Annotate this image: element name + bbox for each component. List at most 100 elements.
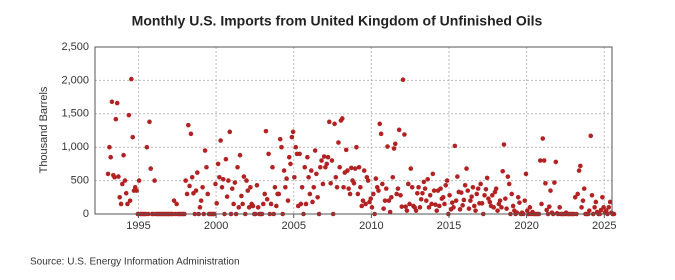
data-point — [171, 198, 177, 203]
data-point — [346, 186, 351, 191]
data-point — [499, 205, 504, 210]
data-point — [347, 191, 353, 197]
data-point — [400, 77, 406, 83]
data-point — [579, 205, 584, 210]
data-point — [505, 174, 511, 179]
data-point — [358, 184, 363, 190]
data-point — [575, 191, 580, 197]
data-point — [312, 148, 318, 153]
data-point — [122, 178, 128, 183]
data-point — [306, 174, 311, 180]
data-point — [402, 132, 407, 137]
data-point — [281, 168, 287, 173]
data-point — [215, 161, 221, 167]
y-tick-label: 2,500 — [61, 41, 89, 53]
data-point — [237, 152, 243, 158]
data-point — [443, 182, 449, 188]
data-point — [501, 142, 507, 147]
data-point — [236, 205, 242, 210]
data-point — [425, 176, 431, 182]
data-point — [395, 186, 401, 191]
data-point — [576, 168, 582, 173]
data-point — [506, 181, 512, 187]
data-point — [601, 205, 606, 210]
data-point — [359, 203, 365, 209]
data-point — [245, 188, 251, 193]
data-point — [277, 136, 283, 142]
y-tick-label: 1,000 — [61, 141, 89, 153]
data-point — [129, 76, 134, 82]
data-point — [578, 163, 583, 169]
data-point — [126, 112, 132, 118]
data-point — [553, 159, 559, 165]
data-point — [217, 174, 222, 180]
data-point — [241, 174, 247, 179]
data-point — [250, 203, 256, 209]
data-point — [438, 186, 443, 191]
data-point — [127, 198, 133, 203]
data-point — [235, 164, 240, 170]
data-point — [324, 161, 330, 167]
data-point — [447, 192, 452, 198]
data-point — [302, 164, 308, 170]
data-point — [343, 147, 349, 153]
data-point — [539, 201, 544, 207]
data-point — [125, 201, 130, 207]
data-point — [449, 200, 455, 205]
data-point — [383, 186, 389, 191]
data-point — [114, 100, 120, 106]
data-point — [349, 165, 354, 171]
data-point — [184, 191, 190, 197]
data-point — [285, 198, 291, 203]
data-point — [607, 199, 613, 205]
data-point — [105, 171, 111, 177]
data-point — [378, 131, 384, 137]
data-point — [452, 143, 458, 149]
data-point — [298, 201, 304, 207]
data-point — [305, 154, 310, 160]
data-point — [307, 191, 313, 197]
data-point — [320, 181, 326, 187]
data-point — [527, 205, 533, 210]
data-point — [365, 178, 371, 183]
y-tick-label: 500 — [71, 175, 89, 187]
data-point — [442, 201, 447, 207]
data-point — [136, 178, 142, 183]
data-point — [461, 197, 467, 203]
data-point — [376, 188, 381, 193]
data-point — [416, 184, 421, 190]
data-point — [369, 205, 375, 210]
data-point — [284, 176, 289, 181]
data-point — [321, 154, 327, 159]
data-point — [340, 116, 345, 121]
data-point — [272, 184, 278, 190]
grid-layer — [95, 46, 612, 215]
data-point — [380, 181, 385, 187]
data-point — [389, 195, 394, 200]
x-tick-label: 2025 — [592, 220, 616, 232]
plot-frame — [94, 46, 613, 215]
data-point — [152, 178, 157, 183]
data-point — [337, 164, 342, 170]
data-point — [543, 180, 548, 186]
data-point — [552, 180, 557, 185]
data-point — [464, 166, 469, 171]
data-point — [465, 188, 471, 193]
data-point — [440, 195, 446, 200]
data-point — [510, 203, 516, 209]
data-point — [611, 211, 617, 217]
data-point — [356, 164, 362, 170]
x-tick-label: 2010 — [359, 220, 383, 232]
data-point — [373, 176, 379, 181]
data-point — [386, 198, 392, 203]
data-point — [479, 201, 485, 206]
data-point — [264, 197, 270, 202]
data-point — [580, 198, 586, 203]
data-point — [503, 196, 508, 201]
data-point — [198, 198, 204, 203]
data-point — [279, 144, 284, 150]
data-point — [406, 181, 411, 187]
data-point — [523, 171, 529, 177]
